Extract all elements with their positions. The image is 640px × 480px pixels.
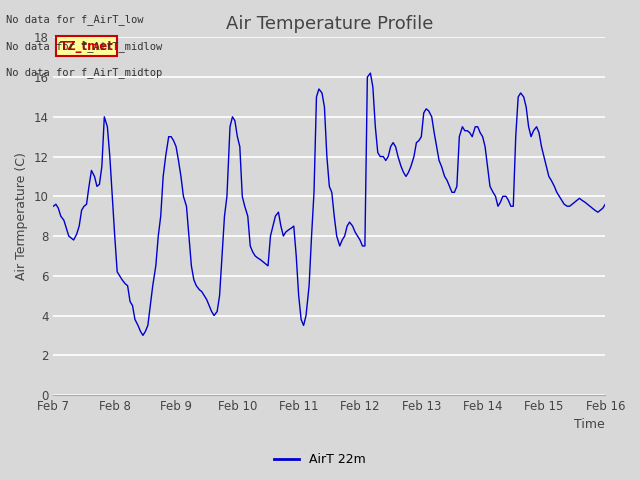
Title: Air Temperature Profile: Air Temperature Profile bbox=[226, 15, 433, 33]
Text: TZ_tmet: TZ_tmet bbox=[60, 40, 114, 53]
Y-axis label: Air Termperature (C): Air Termperature (C) bbox=[15, 152, 28, 280]
Text: No data for f_AirT_midtop: No data for f_AirT_midtop bbox=[6, 67, 163, 78]
X-axis label: Time: Time bbox=[575, 419, 605, 432]
Text: No data for f_AirT_midlow: No data for f_AirT_midlow bbox=[6, 41, 163, 52]
Text: No data for f_AirT_low: No data for f_AirT_low bbox=[6, 14, 144, 25]
Legend: AirT 22m: AirT 22m bbox=[269, 448, 371, 471]
